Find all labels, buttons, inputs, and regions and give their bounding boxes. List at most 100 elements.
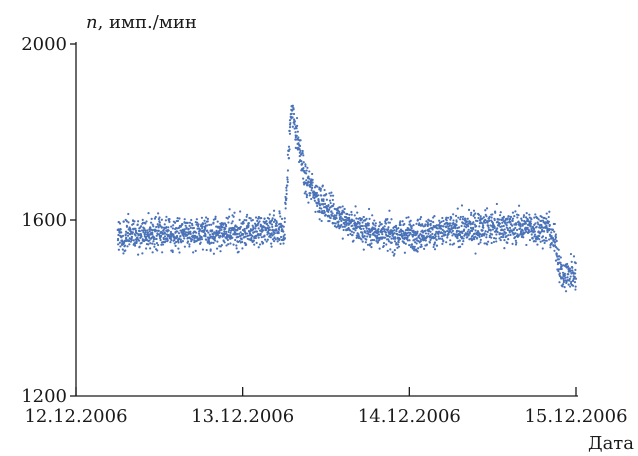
data-point <box>150 217 153 220</box>
data-point <box>404 231 407 234</box>
data-point <box>183 245 186 248</box>
data-point <box>481 222 484 225</box>
data-point <box>124 230 128 233</box>
data-point <box>570 260 573 263</box>
data-point <box>209 248 212 251</box>
data-point <box>316 185 319 188</box>
data-point <box>462 240 465 243</box>
data-point <box>431 232 434 236</box>
data-point <box>562 277 565 280</box>
data-point <box>146 229 149 232</box>
data-point <box>528 238 532 242</box>
data-point <box>427 232 430 235</box>
data-point <box>227 221 230 224</box>
data-point <box>295 127 298 130</box>
data-point <box>366 243 370 246</box>
data-point <box>179 235 182 238</box>
data-point <box>200 216 204 219</box>
data-point <box>498 218 501 221</box>
data-point <box>560 265 563 268</box>
data-point <box>249 232 252 235</box>
x-tick-label: 15.12.2006 <box>524 406 627 427</box>
data-point <box>271 238 275 241</box>
data-point <box>467 225 470 228</box>
data-point <box>466 230 469 233</box>
data-point <box>176 219 180 222</box>
data-point <box>449 222 452 225</box>
data-point <box>557 258 561 261</box>
data-point <box>430 220 433 223</box>
data-point <box>467 208 471 212</box>
data-point <box>340 219 343 222</box>
data-point <box>364 241 367 244</box>
data-point <box>425 243 429 246</box>
data-point <box>428 227 431 230</box>
data-point <box>384 222 388 225</box>
data-point <box>513 228 516 231</box>
data-point <box>201 225 204 228</box>
data-point <box>328 219 331 223</box>
data-point <box>156 249 159 252</box>
data-point <box>571 284 575 287</box>
data-point <box>117 248 120 251</box>
data-point <box>262 229 265 232</box>
data-point <box>464 219 467 222</box>
data-point <box>364 219 367 222</box>
data-point <box>554 238 557 241</box>
data-point <box>241 240 244 244</box>
data-point <box>126 245 129 248</box>
data-point <box>511 211 515 214</box>
data-point <box>179 238 182 241</box>
data-point <box>161 251 164 254</box>
data-point <box>399 223 402 227</box>
data-point <box>292 108 295 111</box>
data-point <box>558 255 561 258</box>
data-point <box>210 223 213 226</box>
data-point <box>291 104 294 107</box>
data-point <box>194 249 197 253</box>
data-point <box>271 217 274 220</box>
data-point <box>240 238 243 241</box>
data-point <box>501 229 505 232</box>
data-point <box>249 217 252 220</box>
data-point <box>281 228 284 231</box>
data-point <box>329 216 332 220</box>
data-point <box>192 226 196 230</box>
data-point <box>321 210 324 213</box>
data-point <box>498 237 501 240</box>
data-point <box>554 233 557 236</box>
data-point <box>274 238 277 241</box>
data-point <box>214 215 217 218</box>
data-point <box>214 217 217 220</box>
data-point <box>484 218 487 221</box>
data-point <box>229 242 232 245</box>
data-point <box>220 228 223 231</box>
data-point <box>365 238 368 241</box>
data-point <box>232 215 235 218</box>
data-point <box>172 233 175 237</box>
data-point <box>184 231 188 234</box>
data-point <box>157 226 160 229</box>
data-point <box>559 263 563 266</box>
data-point <box>215 247 219 250</box>
data-point <box>526 218 530 221</box>
data-point <box>161 226 164 229</box>
data-point <box>467 234 470 237</box>
data-point <box>455 220 458 223</box>
data-point <box>290 112 293 115</box>
data-point <box>553 249 556 252</box>
data-point <box>147 243 150 246</box>
data-point <box>143 227 146 230</box>
data-point <box>408 234 411 237</box>
data-point <box>409 245 413 249</box>
data-point <box>174 244 177 247</box>
data-point <box>478 225 481 228</box>
data-point <box>157 229 160 232</box>
data-point <box>441 237 444 241</box>
data-point <box>151 251 154 254</box>
data-point <box>569 280 573 284</box>
data-point <box>573 281 577 284</box>
data-point <box>323 202 327 205</box>
data-point <box>541 235 545 238</box>
data-point <box>305 179 308 182</box>
